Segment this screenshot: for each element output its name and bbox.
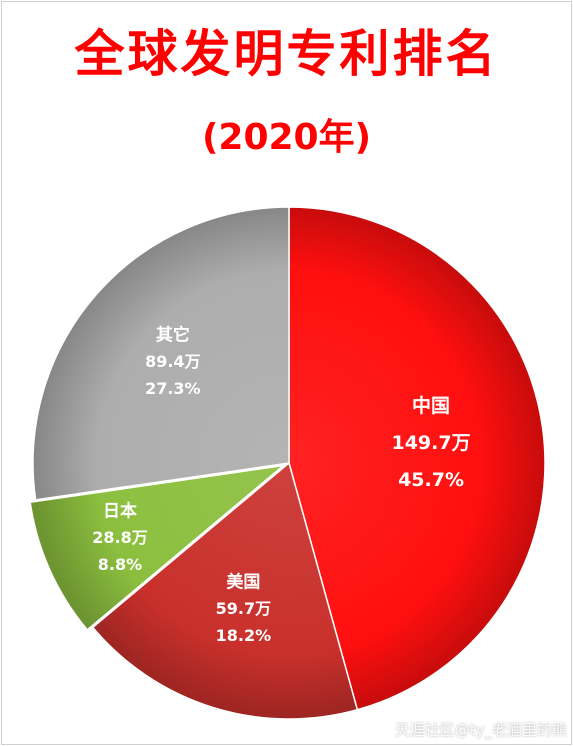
slice-value-0: 149.7万	[391, 432, 470, 454]
slice-name-3: 其它	[156, 325, 190, 346]
pie-slice-0	[288, 206, 546, 711]
slice-percent-1: 18.2%	[216, 626, 272, 645]
slice-percent-3: 27.3%	[145, 379, 201, 398]
pie-slice-2	[29, 464, 287, 631]
slice-percent-0: 45.7%	[398, 469, 464, 491]
chart-subtitle: (2020年)	[201, 117, 372, 158]
slice-name-2: 日本	[103, 501, 137, 522]
slice-value-1: 59.7万	[216, 599, 271, 618]
pie-labels: 中国 149.7万 45.7% 美国 59.7万 18.2% 日本 28.8万 8.8% 其它 89…	[92, 325, 470, 646]
pie-slice-3	[32, 206, 290, 501]
slice-percent-2: 8.8%	[98, 555, 142, 574]
slice-value-3: 89.4万	[145, 352, 200, 371]
watermark: 天涯社区@ty_老酒里的熊	[394, 721, 567, 739]
chart-title: 全球发明专利排名	[74, 25, 499, 83]
slice-value-2: 28.8万	[92, 528, 147, 547]
pie-slice-1	[91, 461, 359, 720]
slice-name-1: 美国	[226, 572, 260, 593]
pie-slices	[29, 206, 546, 720]
slice-name-0: 中国	[412, 394, 450, 417]
